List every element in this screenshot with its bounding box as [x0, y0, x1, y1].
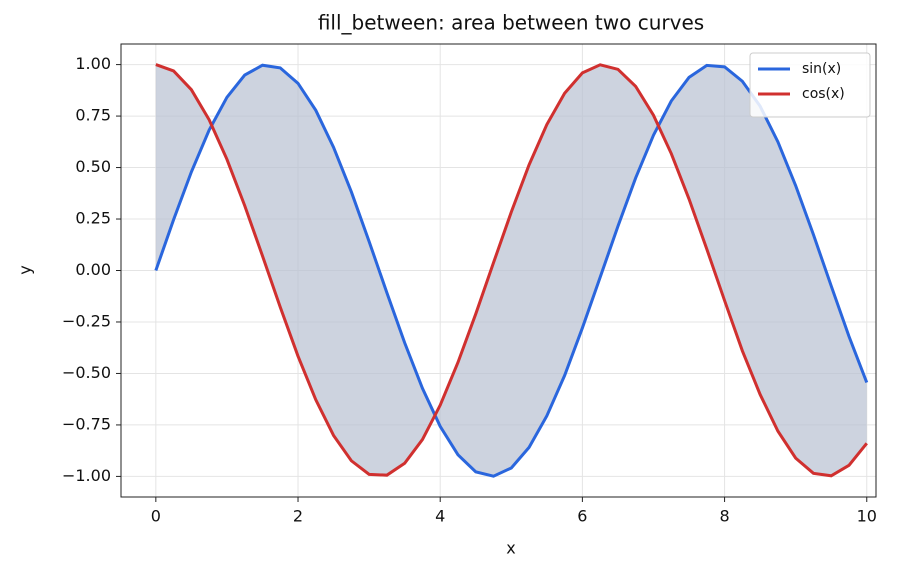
y-tick-label: 0.75: [75, 106, 111, 125]
y-tick-label: −0.75: [62, 414, 111, 433]
y-tick-label: 0.00: [75, 260, 111, 279]
y-tick-label: −0.25: [62, 311, 111, 330]
x-tick-label: 6: [577, 507, 587, 526]
fill-between: [155, 64, 867, 477]
line: [154, 63, 869, 478]
y-tick-label: 0.50: [75, 157, 111, 176]
legend-label: sin(x): [802, 61, 841, 77]
x-tick-label: 8: [719, 507, 729, 526]
y-tick-label: −0.50: [62, 363, 111, 382]
x-axis-label: x: [506, 539, 515, 558]
x-tick-label: 10: [857, 507, 877, 526]
y-tick-label: 0.25: [75, 209, 111, 228]
plot-frame: [120, 43, 877, 498]
x-tick-label: 4: [435, 507, 445, 526]
y-tick-label: −1.00: [62, 466, 111, 485]
line: [155, 63, 868, 478]
y-axis-label: y: [16, 265, 35, 274]
x-tick-label: 0: [151, 507, 161, 526]
y-tick-label: 1.00: [75, 54, 111, 73]
chart-title: fill_between: area between two curves: [318, 11, 704, 35]
legend-label: cos(x): [802, 86, 845, 102]
x-tick-label: 2: [293, 507, 303, 526]
